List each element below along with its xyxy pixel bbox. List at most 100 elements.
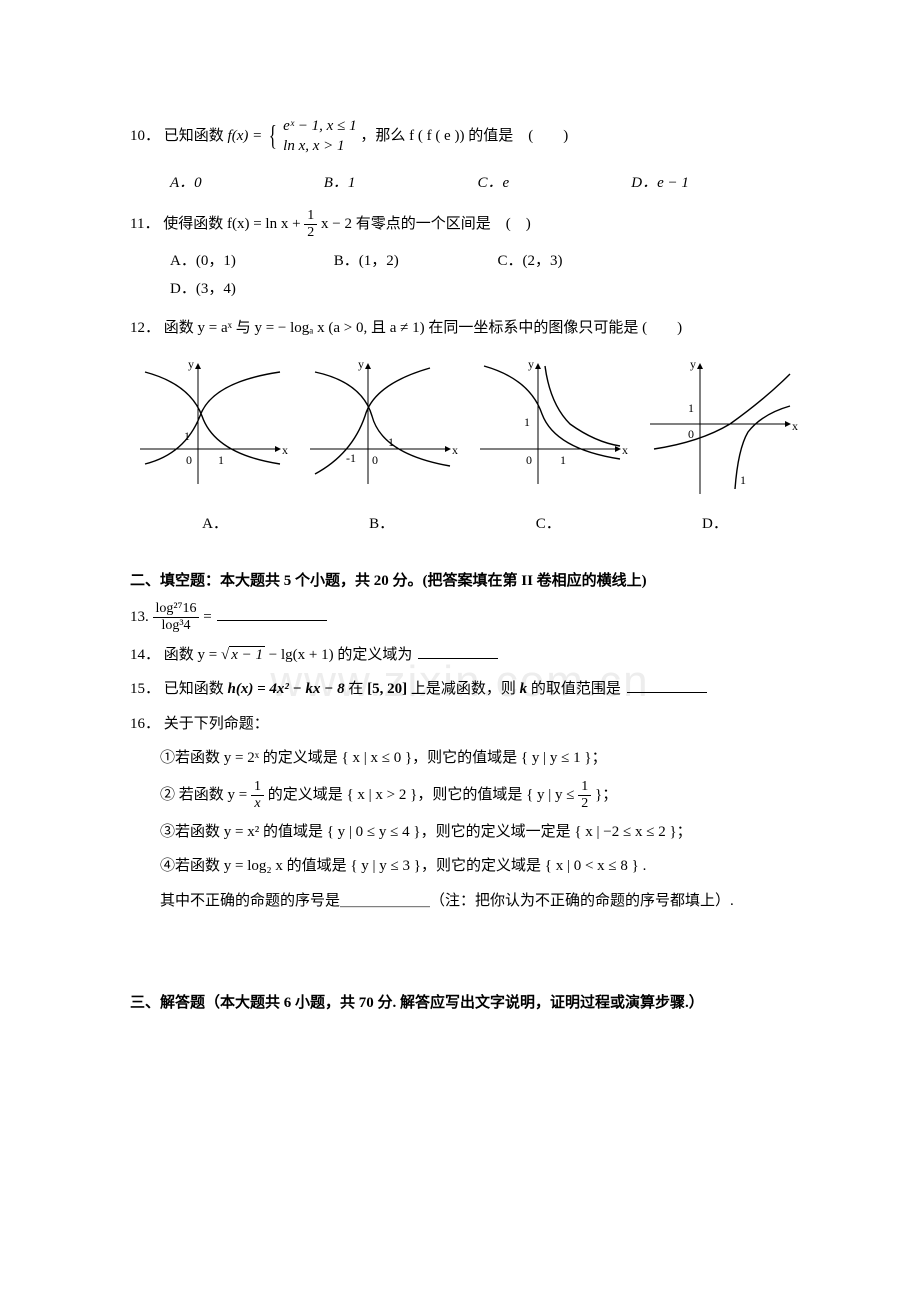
svg-text:0: 0	[186, 453, 192, 467]
q10-stem-b: ，那么 f ( f ( e )) 的值是 ( )	[360, 128, 568, 144]
q10-opt-b: B．1	[324, 169, 474, 198]
svg-text:y: y	[188, 357, 194, 371]
frac-n: 1	[251, 779, 264, 796]
frac-n: 1	[578, 779, 591, 796]
q15-text-b: 在	[348, 681, 367, 697]
sqrt-arg: x − 1	[229, 646, 265, 663]
svg-text:x: x	[792, 419, 798, 433]
spacer	[130, 921, 800, 971]
svg-text:x: x	[282, 443, 288, 457]
q16-sub3: ③若函数 y = x² 的值域是 { y | 0 ≤ y ≤ 4 }，则它的定义…	[130, 818, 800, 847]
q15-k: k	[520, 681, 528, 697]
q12-num: 12．	[130, 320, 160, 336]
q10-opt-a: A．0	[170, 169, 320, 198]
q16-sub2: ② 若函数 y = 1x 的定义域是 { x | x > 2 }，则它的值域是 …	[130, 779, 800, 812]
question-14: 14． 函数 y = √x − 1 − lg(x + 1) 的定义域为	[130, 641, 800, 670]
svg-text:0: 0	[688, 427, 694, 441]
q16-s2c: }；	[595, 787, 617, 803]
q10-fx: f(x) =	[228, 128, 263, 144]
question-10: 10． 已知函数 f(x) = { eˣ − 1, x ≤ 1 ln x, x …	[130, 110, 800, 163]
question-15: 15． 已知函数 h(x) = 4x² − kx − 8 在 [5, 20] 上…	[130, 675, 800, 704]
label-d: D．	[640, 510, 790, 539]
q11-num: 11．	[130, 216, 159, 232]
question-13: 13. log²⁷16 log³4 =	[130, 601, 800, 634]
q10-opt-d: D．e − 1	[631, 169, 781, 198]
blank	[217, 605, 327, 621]
svg-text:1: 1	[184, 429, 190, 443]
svg-text:0: 0	[526, 453, 532, 467]
graph-a: xy 1 0 1	[130, 354, 290, 504]
brace-icon: {	[269, 110, 277, 163]
svg-text:-1: -1	[346, 451, 356, 465]
q10-piece1: eˣ − 1, x ≤ 1	[283, 117, 356, 137]
sqrt-icon: √x − 1	[221, 646, 265, 663]
graph-labels: A． B． C． D．	[140, 510, 790, 539]
graph-d: x y 1 0 1	[640, 354, 800, 504]
svg-text:1: 1	[524, 415, 530, 429]
q11-half: 12	[304, 208, 317, 241]
question-16: 16． 关于下列命题：	[130, 710, 800, 739]
q16-num: 16．	[130, 716, 160, 732]
q10-stem-a: 已知函数	[164, 128, 228, 144]
q10-options: A．0 B．1 C．e D．e − 1	[130, 169, 800, 198]
frac-d: log³4	[153, 618, 200, 634]
frac-n: log²⁷16	[153, 601, 200, 618]
q13-eq: =	[203, 609, 211, 625]
q13-num: 13.	[130, 609, 149, 625]
graph-b: x y -1 0 1	[300, 354, 460, 504]
q16-s2a: ② 若函数 y =	[160, 787, 251, 803]
q10-opt-c: C．e	[478, 169, 628, 198]
graphs-row: x y 1 0 1 x y -1 0 1 x y 1 0 1 x y 1 0 1	[130, 354, 800, 504]
q11-opt-a: A．(0，1)	[170, 247, 330, 276]
q16-tail: 其中不正确的命题的序号是＿＿＿＿＿＿（注：把你认为不正确的命题的序号都填上）.	[130, 887, 800, 916]
svg-text:0: 0	[372, 453, 378, 467]
frac-d: 2	[578, 796, 591, 812]
q15-text-d: 的取值范围是	[531, 681, 621, 697]
question-11: 11． 使得函数 f(x) = ln x + 12 x − 2 有零点的一个区间…	[130, 208, 800, 241]
blank	[418, 643, 498, 659]
label-a: A．	[140, 510, 290, 539]
svg-text:y: y	[528, 357, 534, 371]
section-2-title: 二、填空题：本大题共 5 个小题，共 20 分。(把答案填在第 II 卷相应的横…	[130, 567, 800, 596]
label-b: B．	[307, 510, 457, 539]
q14-text-b: − lg(x + 1) 的定义域为	[269, 647, 413, 663]
svg-text:1: 1	[388, 435, 394, 449]
svg-text:x: x	[622, 443, 628, 457]
q16-sub4: ④若函数 y = log₂ x 的值域是 { y | y ≤ 3 }，则它的定义…	[130, 852, 800, 881]
svg-text:y: y	[358, 357, 364, 371]
q16-frac1: 1x	[251, 779, 264, 812]
blank	[627, 677, 707, 693]
svg-text:x: x	[452, 443, 458, 457]
svg-text:1: 1	[560, 453, 566, 467]
q16-sub1: ①若函数 y = 2ˣ 的定义域是 { x | x ≤ 0 }，则它的值域是 {…	[130, 744, 800, 773]
q15-hx: h(x) = 4x² − kx − 8	[228, 681, 345, 697]
q11-stem-a: 使得函数 f(x) = ln x +	[163, 216, 304, 232]
frac-d: x	[251, 796, 264, 812]
q16-frac2: 12	[578, 779, 591, 812]
q15-num: 15．	[130, 681, 160, 697]
q10-num: 10．	[130, 128, 160, 144]
q13-frac: log²⁷16 log³4	[153, 601, 200, 634]
q11-stem-b: x − 2 有零点的一个区间是 ( )	[321, 216, 531, 232]
q16-stem: 关于下列命题：	[164, 716, 269, 732]
q15-interval: [5, 20]	[367, 681, 407, 697]
q14-num: 14．	[130, 647, 160, 663]
svg-text:y: y	[690, 357, 696, 371]
frac-n: 1	[304, 208, 317, 225]
q10-piece2: ln x, x > 1	[283, 137, 356, 157]
q11-opt-d: D．(3，4)	[170, 275, 330, 304]
q10-piecewise: eˣ − 1, x ≤ 1 ln x, x > 1	[283, 117, 356, 156]
q11-opt-b: B．(1，2)	[334, 247, 494, 276]
q15-text-a: 已知函数	[164, 681, 228, 697]
q15-text-c: 上是减函数，则	[411, 681, 520, 697]
svg-text:1: 1	[688, 401, 694, 415]
svg-text:1: 1	[740, 473, 746, 487]
frac-d: 2	[304, 225, 317, 241]
q11-opt-c: C．(2，3)	[498, 247, 658, 276]
q14-text-a: 函数 y =	[164, 647, 221, 663]
label-c: C．	[473, 510, 623, 539]
page-content: 10． 已知函数 f(x) = { eˣ − 1, x ≤ 1 ln x, x …	[130, 110, 800, 1018]
q16-s2b: 的定义域是 { x | x > 2 }，则它的值域是 { y | y ≤	[268, 787, 579, 803]
q11-options: A．(0，1) B．(1，2) C．(2，3) D．(3，4)	[130, 247, 800, 304]
section-3-title: 三、解答题（本大题共 6 小题，共 70 分. 解答应写出文字说明，证明过程或演…	[130, 989, 800, 1018]
